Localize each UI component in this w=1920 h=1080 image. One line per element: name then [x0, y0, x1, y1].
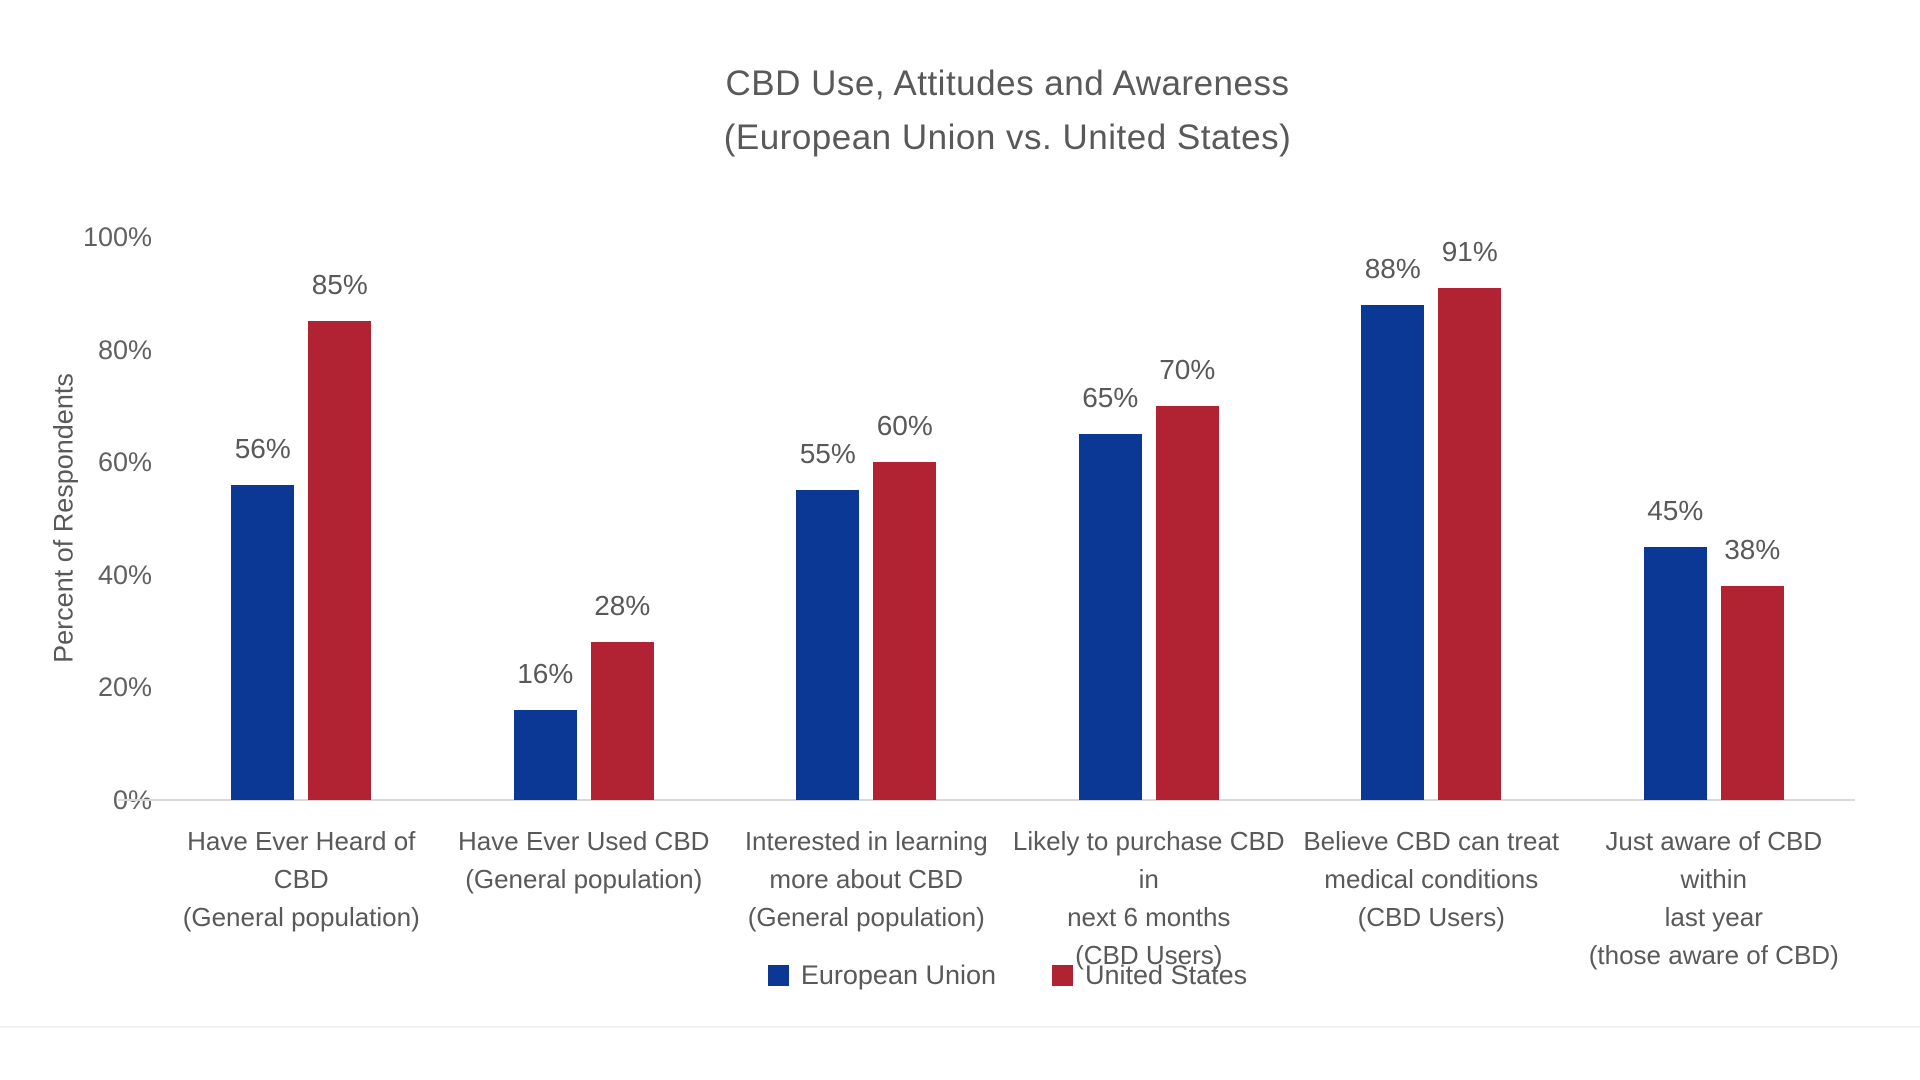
chart-subtitle: (European Union vs. United States) — [723, 118, 1292, 157]
bar-european-union-6 — [1643, 546, 1707, 800]
x-category-label-6: Just aware of CBD within last year (thos… — [1588, 826, 1839, 970]
bar-united-states-3 — [873, 462, 937, 800]
bottom-divider-line — [0, 1026, 1920, 1028]
x-category-label-4: Likely to purchase CBD in next 6 months … — [1012, 826, 1285, 970]
bar-value-label-united-states-2: 28% — [594, 590, 651, 622]
chart-title: CBD Use, Attitudes and Awareness — [725, 64, 1290, 103]
bar-value-label-european-union-6: 45% — [1647, 494, 1704, 526]
bar-value-label-united-states-1: 85% — [311, 269, 368, 301]
legend-item-european-union: European Union — [767, 960, 997, 991]
bar-united-states-5 — [1438, 287, 1502, 800]
bar-united-states-2 — [590, 642, 654, 800]
x-category-label-2: Have Ever Used CBD (General population) — [458, 826, 710, 894]
x-axis-line — [118, 799, 1855, 801]
bar-value-label-european-union-5: 88% — [1364, 252, 1421, 284]
y-tick-label-20: 20% — [97, 672, 152, 703]
bar-value-label-united-states-5: 91% — [1441, 235, 1498, 267]
bar-united-states-4 — [1155, 405, 1219, 800]
bar-european-union-1 — [231, 484, 295, 800]
legend-label-united-states: United States — [1085, 960, 1248, 990]
x-category-label-5: Believe CBD can treat medical conditions… — [1303, 826, 1560, 932]
bar-united-states-6 — [1720, 586, 1784, 800]
bar-value-label-united-states-3: 60% — [876, 410, 933, 442]
bar-european-union-2 — [513, 709, 577, 800]
bar-value-label-european-union-1: 56% — [234, 432, 291, 464]
y-tick-label-100: 100% — [82, 222, 152, 252]
y-tick-label-80: 80% — [97, 334, 152, 365]
y-tick-label-40: 40% — [97, 559, 152, 590]
bar-european-union-3 — [796, 490, 860, 800]
bar-european-union-5 — [1361, 304, 1425, 800]
bar-united-states-1 — [308, 321, 372, 800]
y-axis-title: Percent of Respondents — [48, 373, 79, 663]
bar-value-label-united-states-6: 38% — [1724, 534, 1781, 566]
x-category-label-3: Interested in learning more about CBD (G… — [744, 826, 988, 932]
bar-value-label-european-union-3: 55% — [799, 438, 856, 470]
legend-swatch-united-states — [1052, 965, 1074, 986]
x-category-label-1: Have Ever Heard of CBD (General populati… — [182, 826, 420, 932]
bar-value-label-european-union-2: 16% — [517, 657, 574, 689]
legend: European Union United States — [160, 960, 1855, 991]
legend-swatch-european-union — [767, 965, 789, 986]
y-tick-label-60: 60% — [97, 447, 152, 478]
legend-label-european-union: European Union — [800, 960, 997, 990]
legend-item-united-states: United States — [1052, 960, 1247, 991]
bar-value-label-united-states-4: 70% — [1159, 353, 1216, 385]
bar-value-label-european-union-4: 65% — [1082, 382, 1139, 414]
bar-european-union-4 — [1078, 434, 1142, 800]
